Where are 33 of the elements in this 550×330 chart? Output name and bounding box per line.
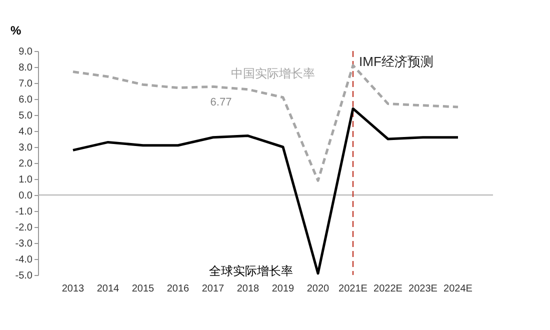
y-tick-label: 9.0 bbox=[18, 46, 33, 58]
y-axis-title: % bbox=[10, 24, 22, 38]
y-tick-label: 6.0 bbox=[18, 94, 33, 106]
y-tick-label: 8.0 bbox=[18, 62, 33, 74]
series-label: 中国实际增长率 bbox=[231, 66, 315, 80]
x-tick-label: 2023E bbox=[408, 284, 438, 294]
y-tick-label: 1.0 bbox=[18, 174, 33, 186]
ref-line-label: IMF经济预测 bbox=[359, 54, 434, 69]
y-tick-label: -1.0 bbox=[15, 206, 33, 218]
x-tick-label: 2017 bbox=[202, 284, 225, 294]
y-tick-label: -2.0 bbox=[15, 222, 33, 234]
x-tick-label: 2021E bbox=[338, 284, 368, 294]
line-series bbox=[72, 107, 460, 275]
x-tick-label: 2014 bbox=[96, 284, 120, 294]
y-tick-label: 3.0 bbox=[18, 142, 33, 154]
annotation: 6.77 bbox=[210, 96, 232, 109]
y-tick-label: -5.0 bbox=[15, 270, 33, 282]
y-tick-label: -4.0 bbox=[15, 254, 33, 266]
y-tick-label: 4.0 bbox=[18, 126, 33, 138]
x-tick-label: 2018 bbox=[236, 284, 260, 294]
y-tick-label: 5.0 bbox=[18, 110, 33, 122]
y-tick-label: 7.0 bbox=[18, 78, 33, 90]
y-tick-label: 2.0 bbox=[18, 158, 33, 170]
y-tick-label: 0.0 bbox=[18, 190, 33, 202]
x-tick-label: 2020 bbox=[306, 284, 330, 294]
x-tick-label: 2022E bbox=[374, 284, 403, 294]
x-tick-label: 2024E bbox=[444, 284, 473, 294]
x-tick-label: 2013 bbox=[62, 284, 85, 294]
y-tick-label: -3.0 bbox=[15, 238, 33, 250]
x-tick-label: 2019 bbox=[272, 284, 295, 294]
x-tick-label: 2015 bbox=[132, 284, 155, 294]
x-tick-label: 2016 bbox=[166, 284, 190, 294]
series-label: 全球实际增长率 bbox=[209, 264, 293, 278]
